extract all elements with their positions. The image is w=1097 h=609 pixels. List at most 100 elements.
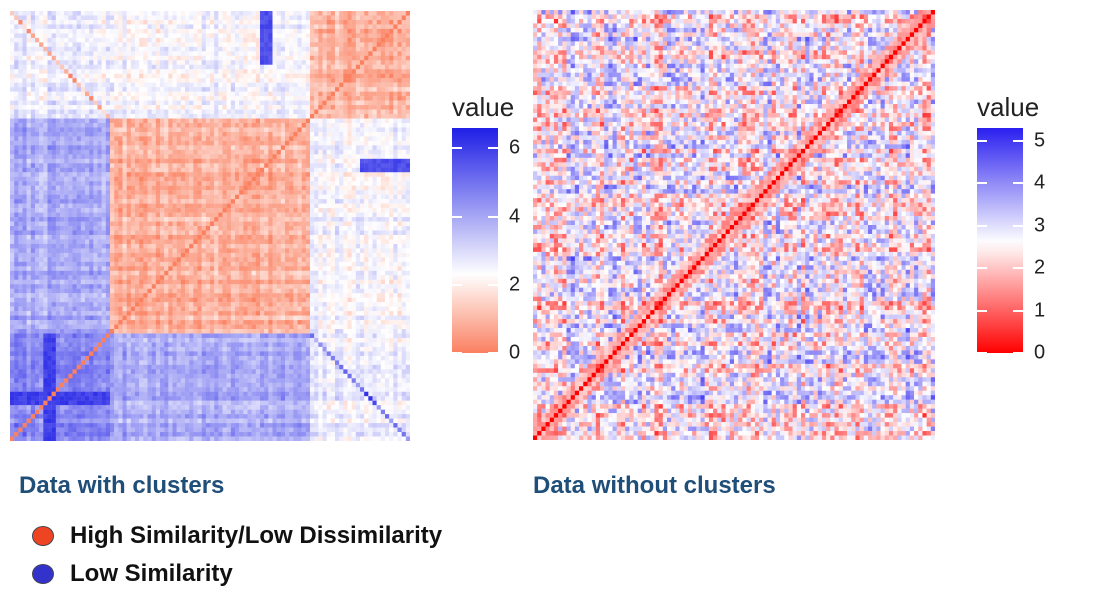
heatmap-cell	[310, 140, 315, 146]
heatmap-cell	[122, 109, 127, 115]
heatmap-cell	[214, 100, 219, 106]
heatmap-cell	[160, 37, 165, 43]
heatmap-cell	[239, 87, 244, 92]
heatmap-cell	[247, 194, 252, 200]
heatmap-cell	[226, 78, 232, 83]
heatmap-cell	[214, 64, 219, 70]
heatmap-cell	[401, 212, 407, 218]
heatmap-cell	[205, 127, 211, 133]
heatmap-cell	[172, 37, 177, 43]
heatmap-cell	[293, 190, 298, 195]
heatmap-cell	[151, 194, 157, 200]
heatmap-cell	[247, 158, 252, 164]
heatmap-cell	[268, 114, 273, 119]
heatmap-cell	[30, 163, 36, 168]
heatmap-cell	[260, 199, 265, 204]
heatmap-cell	[143, 154, 148, 160]
heatmap-cell	[189, 221, 194, 227]
heatmap-cell	[55, 226, 61, 231]
heatmap-cell	[355, 154, 361, 160]
heatmap-cell	[197, 55, 202, 61]
heatmap-cell	[280, 42, 286, 48]
heatmap-cell	[385, 149, 390, 155]
heatmap-cell	[130, 212, 136, 218]
heatmap-cell	[318, 172, 323, 177]
heatmap-cell	[218, 185, 223, 191]
heatmap-cell	[122, 149, 127, 155]
heatmap-cell	[122, 145, 127, 151]
heatmap-cell	[343, 185, 348, 191]
heatmap-cell	[130, 154, 136, 160]
heatmap-cell	[118, 158, 123, 164]
heatmap-cell	[247, 51, 252, 57]
heatmap-cell	[326, 37, 332, 43]
heatmap-cell	[276, 15, 282, 21]
heatmap-cell	[180, 82, 186, 88]
heatmap-cell	[168, 194, 173, 200]
heatmap-cell	[285, 163, 290, 168]
heatmap-cell	[372, 140, 377, 146]
heatmap-cell	[72, 226, 77, 231]
heatmap-cell	[393, 199, 398, 204]
heatmap-cell	[310, 226, 315, 231]
heatmap-cell	[343, 33, 348, 39]
heatmap-cell	[205, 194, 211, 200]
heatmap-cell	[372, 55, 377, 61]
heatmap-cell	[214, 28, 219, 34]
heatmap-cell	[318, 226, 323, 231]
heatmap-cell	[143, 109, 148, 115]
heatmap-cell	[72, 199, 77, 204]
heatmap-cell	[26, 122, 32, 128]
heatmap-cell	[68, 122, 73, 128]
heatmap-cell	[51, 208, 57, 213]
heatmap-cell	[55, 100, 61, 106]
heatmap-cell	[122, 19, 127, 25]
heatmap-cell	[401, 15, 407, 21]
heatmap-cell	[30, 96, 36, 101]
heatmap-cell	[343, 46, 348, 52]
heatmap-cell	[289, 199, 294, 204]
heatmap-cell	[285, 100, 290, 106]
heatmap-cell	[189, 163, 194, 168]
heatmap-cell	[155, 33, 161, 39]
heatmap-cell	[314, 239, 319, 245]
heatmap-cell	[72, 190, 77, 195]
heatmap-cell	[364, 203, 369, 209]
heatmap-cell	[197, 190, 202, 195]
heatmap-cell	[155, 15, 161, 21]
heatmap-cell	[89, 15, 94, 21]
heatmap-cell	[230, 221, 236, 227]
heatmap-cell	[343, 154, 348, 160]
heatmap-cell	[26, 105, 32, 110]
heatmap-cell	[164, 122, 169, 128]
heatmap-cell	[130, 239, 136, 245]
heatmap-cell	[89, 181, 94, 186]
heatmap-cell	[360, 172, 365, 177]
heatmap-cell	[64, 46, 69, 52]
heatmap-cell	[389, 87, 394, 92]
heatmap-cell	[401, 158, 407, 164]
heatmap-cell	[389, 64, 394, 70]
heatmap-cell	[280, 136, 286, 142]
heatmap-cell	[389, 199, 394, 204]
heatmap-cell	[310, 149, 315, 155]
heatmap-cell	[147, 33, 152, 39]
heatmap-cell	[226, 163, 232, 168]
heatmap-cell	[264, 217, 269, 222]
heatmap-cell	[47, 239, 52, 245]
heatmap-cell	[76, 203, 82, 209]
heatmap-cell	[35, 217, 40, 222]
heatmap-cell	[293, 33, 298, 39]
heatmap-cell	[389, 37, 394, 43]
heatmap-cell	[364, 131, 369, 137]
heatmap-cell	[218, 11, 223, 16]
heatmap-cell	[14, 82, 19, 88]
heatmap-cell	[301, 176, 307, 182]
heatmap-cell	[397, 91, 402, 97]
heatmap-cell	[155, 96, 161, 101]
heatmap-cell	[289, 109, 294, 115]
heatmap-cell	[51, 212, 57, 218]
heatmap-cell	[51, 55, 57, 61]
heatmap-cell	[64, 24, 69, 30]
heatmap-cell	[10, 55, 15, 61]
